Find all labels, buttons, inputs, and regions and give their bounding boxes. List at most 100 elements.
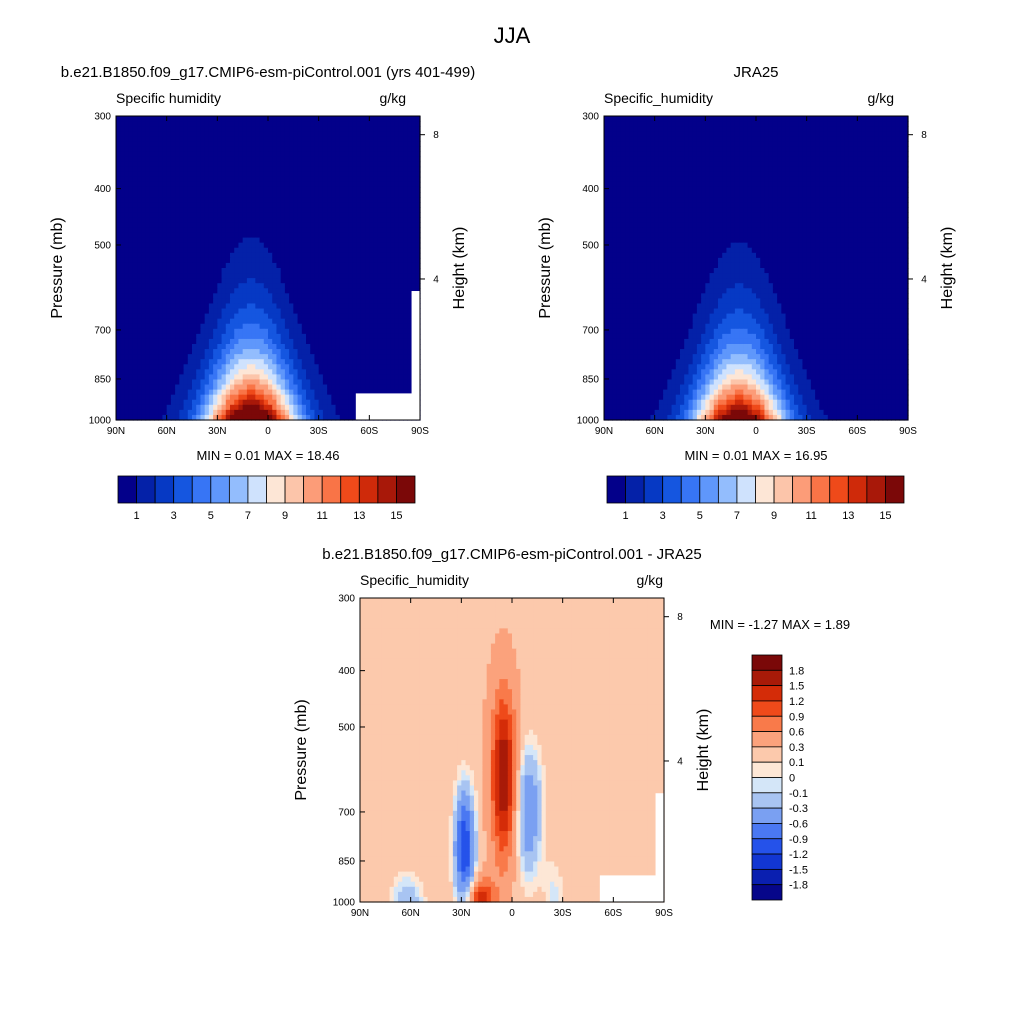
contour-cell <box>323 344 328 350</box>
contour-cell <box>684 116 689 122</box>
contour-cell <box>340 217 345 223</box>
contour-cell <box>327 197 332 203</box>
contour-cell <box>124 197 129 203</box>
contour-cell <box>352 243 357 249</box>
contour-cell <box>302 202 307 208</box>
contour-cell <box>226 349 231 355</box>
contour-cell <box>352 324 357 330</box>
contour-cell <box>188 374 193 380</box>
contour-cell <box>196 303 201 309</box>
contour-cell <box>399 192 404 198</box>
contour-cell <box>302 410 307 416</box>
contour-cell <box>234 329 239 335</box>
contour-cell <box>124 243 129 249</box>
contour-cell <box>374 157 379 163</box>
contour-cell <box>124 146 129 152</box>
contour-cell <box>137 197 142 203</box>
contour-cell <box>815 151 820 157</box>
contour-cell <box>382 222 387 228</box>
contour-cell <box>735 146 740 152</box>
contour-cell <box>352 309 357 315</box>
contour-cell <box>348 197 353 203</box>
contour-cell <box>319 283 324 289</box>
contour-cell <box>714 116 719 122</box>
contour-cell <box>887 146 892 152</box>
contour-cell <box>247 410 252 416</box>
contour-cell <box>281 349 286 355</box>
contour-cell <box>179 121 184 127</box>
contour-cell <box>281 410 286 416</box>
contour-cell <box>365 324 370 330</box>
contour-cell <box>378 288 383 294</box>
contour-cell <box>819 126 824 132</box>
contour-cell <box>213 141 218 147</box>
contour-cell <box>357 298 362 304</box>
contour-cell <box>369 309 374 315</box>
contour-cell <box>243 248 248 254</box>
contour-cell <box>154 263 159 269</box>
contour-cell <box>374 344 379 350</box>
contour-cell <box>412 146 417 152</box>
contour-cell <box>251 364 256 370</box>
contour-cell <box>302 390 307 396</box>
contour-cell <box>255 410 260 416</box>
contour-cell <box>629 116 634 122</box>
contour-cell <box>150 212 155 218</box>
contour-cell <box>120 364 125 370</box>
contour-cell <box>150 319 155 325</box>
contour-cell <box>243 288 248 294</box>
contour-cell <box>209 157 214 163</box>
contour-cell <box>171 273 176 279</box>
contour-cell <box>386 283 391 289</box>
contour-cell <box>184 344 189 350</box>
contour-cell <box>264 177 269 183</box>
contour-cell <box>310 177 315 183</box>
contour-cell <box>807 136 812 142</box>
contour-cell <box>238 243 243 249</box>
contour-cell <box>150 385 155 391</box>
contour-cell <box>167 344 172 350</box>
contour-cell <box>260 288 265 294</box>
contour-cell <box>344 374 349 380</box>
contour-cell <box>357 182 362 188</box>
contour-cell <box>154 248 159 254</box>
contour-cell <box>310 379 315 385</box>
contour-cell <box>222 395 227 401</box>
contour-cell <box>171 222 176 228</box>
contour-cell <box>386 212 391 218</box>
contour-cell <box>323 374 328 380</box>
contour-cell <box>289 395 294 401</box>
colorbar-box <box>118 476 137 503</box>
contour-cell <box>175 329 180 335</box>
contour-cell <box>289 212 294 218</box>
x-tick-label: 60S <box>360 426 378 437</box>
contour-cell <box>141 364 146 370</box>
contour-cell <box>129 202 134 208</box>
contour-cell <box>819 146 824 152</box>
contour-cell <box>205 390 210 396</box>
contour-cell <box>663 116 668 122</box>
contour-cell <box>260 222 265 228</box>
contour-cell <box>323 116 328 122</box>
contour-cell <box>395 344 400 350</box>
contour-cell <box>251 222 256 228</box>
contour-cell <box>222 157 227 163</box>
contour-cell <box>188 410 193 416</box>
contour-cell <box>150 273 155 279</box>
contour-cell <box>348 253 353 259</box>
contour-cell <box>336 319 341 325</box>
contour-cell <box>642 126 647 132</box>
contour-cell <box>175 263 180 269</box>
contour-cell <box>382 344 387 350</box>
contour-cell <box>849 131 854 137</box>
contour-cell <box>264 146 269 152</box>
contour-cell <box>230 288 235 294</box>
contour-cell <box>209 222 214 228</box>
contour-cell <box>374 324 379 330</box>
contour-cell <box>289 146 294 152</box>
contour-cell <box>612 157 617 163</box>
contour-cell <box>213 390 218 396</box>
contour-cell <box>281 278 286 284</box>
contour-cell <box>158 151 163 157</box>
contour-cell <box>344 410 349 416</box>
